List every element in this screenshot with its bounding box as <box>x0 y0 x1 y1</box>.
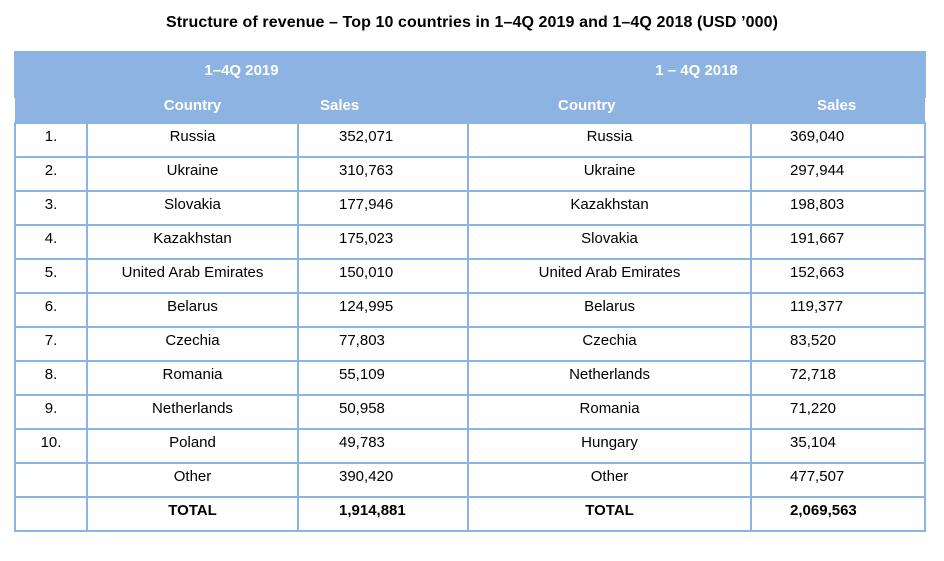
sales-2019-cell: 77,803 <box>296 326 470 362</box>
country-2018-cell: Netherlands <box>467 360 753 396</box>
country-2018-header: Country <box>468 89 752 123</box>
country-2019-header: Country <box>87 89 298 123</box>
sales-2019-cell: 352,071 <box>296 122 470 158</box>
country-2018-cell: Slovakia <box>467 224 753 260</box>
country-2019-cell: Ukraine <box>86 156 299 192</box>
rank-cell: 9. <box>14 394 88 430</box>
sales-2019-cell: 150,010 <box>296 258 470 294</box>
rank-cell <box>14 462 88 498</box>
rank-cell <box>14 496 88 532</box>
country-2018-cell: Belarus <box>467 292 753 328</box>
table-row: 10. Poland 49,783 Hungary 35,104 <box>14 428 927 464</box>
table-row: 9. Netherlands 50,958 Romania 71,220 <box>14 394 927 430</box>
country-2018-cell: Czechia <box>467 326 753 362</box>
country-2019-cell: Czechia <box>86 326 299 362</box>
sales-2018-cell: 35,104 <box>750 428 927 464</box>
rank-cell: 1. <box>14 122 88 158</box>
page-title: Structure of revenue – Top 10 countries … <box>165 14 779 31</box>
sales-2019-cell: 310,763 <box>296 156 470 192</box>
rank-cell: 3. <box>14 190 88 226</box>
sales-2018-cell: 297,944 <box>750 156 927 192</box>
column-header-row: Country Sales Country Sales <box>15 89 926 123</box>
sales-2019-cell: 175,023 <box>296 224 470 260</box>
country-2019-cell: Poland <box>86 428 299 464</box>
sales-2018-cell: 369,040 <box>750 122 927 158</box>
sales-2018-cell: 198,803 <box>750 190 927 226</box>
rank-cell: 8. <box>14 360 88 396</box>
rank-cell: 2. <box>14 156 88 192</box>
sales-2019-cell: 177,946 <box>296 190 470 226</box>
table-row: 6. Belarus 124,995 Belarus 119,377 <box>14 292 927 328</box>
sales-2019-header: Sales <box>298 89 469 123</box>
country-2018-cell: Other <box>467 462 753 498</box>
country-2018-cell: Romania <box>467 394 753 430</box>
sales-2018-cell: 152,663 <box>750 258 927 294</box>
table-row: 5. United Arab Emirates 150,010 United A… <box>14 258 927 294</box>
rank-cell: 6. <box>14 292 88 328</box>
sales-2019-cell: 124,995 <box>296 292 470 328</box>
sales-2018-cell: 119,377 <box>750 292 927 328</box>
total-2018-value: 2,069,563 <box>750 496 927 532</box>
table-row: 1. Russia 352,071 Russia 369,040 <box>14 122 927 158</box>
revenue-table: 1–4Q 2019 1 – 4Q 2018 Country Sales Coun… <box>14 51 927 532</box>
rank-header <box>15 89 87 123</box>
country-2018-cell: Russia <box>467 122 753 158</box>
total-2019-label: TOTAL <box>86 496 299 532</box>
sales-2019-cell: 55,109 <box>296 360 470 396</box>
sales-2018-cell: 71,220 <box>750 394 927 430</box>
sales-2018-cell: 83,520 <box>750 326 927 362</box>
table-row-total: TOTAL 1,914,881 TOTAL 2,069,563 <box>14 496 927 532</box>
sales-2019-cell: 49,783 <box>296 428 470 464</box>
country-2019-cell: Other <box>86 462 299 498</box>
sales-2018-cell: 72,718 <box>750 360 927 396</box>
total-2019-value: 1,914,881 <box>296 496 470 532</box>
country-2018-cell: Hungary <box>467 428 753 464</box>
country-2018-cell: Kazakhstan <box>467 190 753 226</box>
country-2019-cell: Slovakia <box>86 190 299 226</box>
table-row: 7. Czechia 77,803 Czechia 83,520 <box>14 326 927 362</box>
table-row-other: Other 390,420 Other 477,507 <box>14 462 927 498</box>
sales-2018-cell: 191,667 <box>750 224 927 260</box>
rank-cell: 7. <box>14 326 88 362</box>
rank-cell: 4. <box>14 224 88 260</box>
country-2018-cell: Ukraine <box>467 156 753 192</box>
country-2019-cell: Belarus <box>86 292 299 328</box>
period-2018-header: 1 – 4Q 2018 <box>468 51 926 89</box>
table-row: 2. Ukraine 310,763 Ukraine 297,944 <box>14 156 927 192</box>
period-header-row: 1–4Q 2019 1 – 4Q 2018 <box>15 51 926 89</box>
country-2019-cell: Kazakhstan <box>86 224 299 260</box>
sales-2019-cell: 50,958 <box>296 394 470 430</box>
table-row: 4. Kazakhstan 175,023 Slovakia 191,667 <box>14 224 927 260</box>
rank-cell: 10. <box>14 428 88 464</box>
period-2019-header: 1–4Q 2019 <box>15 51 469 89</box>
table-row: 8. Romania 55,109 Netherlands 72,718 <box>14 360 927 396</box>
country-2019-cell: Russia <box>86 122 299 158</box>
country-2018-cell: United Arab Emirates <box>467 258 753 294</box>
table-row: 3. Slovakia 177,946 Kazakhstan 198,803 <box>14 190 927 226</box>
rank-cell: 5. <box>14 258 88 294</box>
country-2019-cell: Romania <box>86 360 299 396</box>
sales-2019-cell: 390,420 <box>296 462 470 498</box>
total-2018-label: TOTAL <box>467 496 753 532</box>
sales-2018-header: Sales <box>751 89 926 123</box>
sales-2018-cell: 477,507 <box>750 462 927 498</box>
country-2019-cell: United Arab Emirates <box>86 258 299 294</box>
country-2019-cell: Netherlands <box>86 394 299 430</box>
